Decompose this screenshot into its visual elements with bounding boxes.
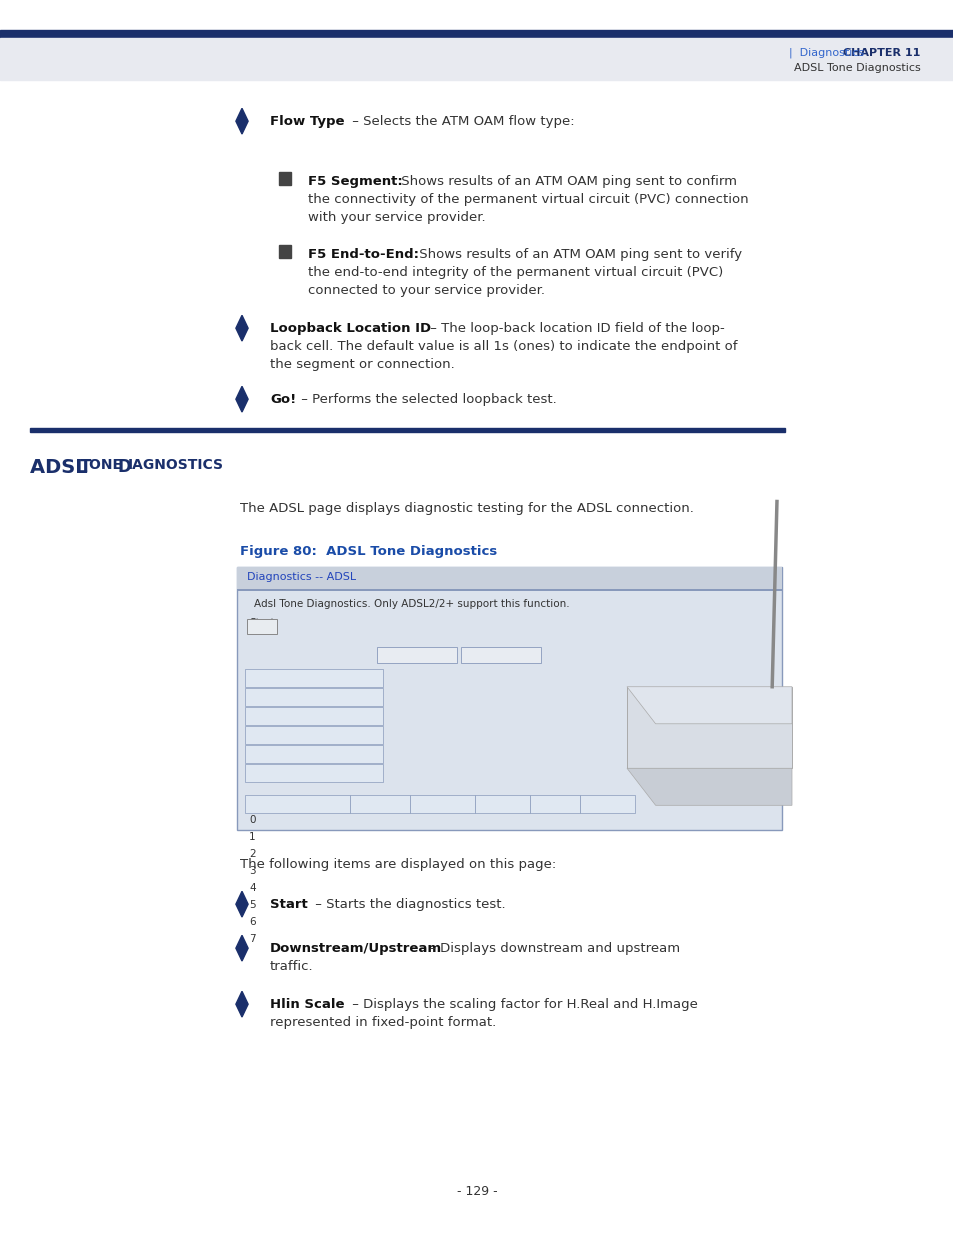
Text: SNR: SNR xyxy=(492,797,512,806)
Text: back cell. The default value is all 1s (ones) to indicate the endpoint of: back cell. The default value is all 1s (… xyxy=(270,340,737,353)
Text: Adsl Tone Diagnostics. Only ADSL2/2+ support this function.: Adsl Tone Diagnostics. Only ADSL2/2+ sup… xyxy=(253,599,569,609)
Text: Upstream: Upstream xyxy=(476,647,526,657)
Text: Downstream/Upstream: Downstream/Upstream xyxy=(270,942,441,955)
Text: – Starts the diagnostics test.: – Starts the diagnostics test. xyxy=(311,898,505,911)
Bar xyxy=(245,764,382,782)
Bar xyxy=(30,429,784,432)
Text: represented in fixed-point format.: represented in fixed-point format. xyxy=(270,1016,496,1029)
Text: Start: Start xyxy=(249,618,274,627)
Bar xyxy=(350,795,410,813)
Text: IAGNOSTICS: IAGNOSTICS xyxy=(128,458,224,472)
Text: 7: 7 xyxy=(249,934,255,944)
Text: Downstream: Downstream xyxy=(383,647,450,657)
Text: Output Power(dBm): Output Power(dBm) xyxy=(251,766,347,776)
Bar xyxy=(410,795,475,813)
Text: Diagnostics -- ADSL: Diagnostics -- ADSL xyxy=(246,572,355,582)
Text: Hlin Scale: Hlin Scale xyxy=(270,998,344,1011)
Text: – Performs the selected loopback test.: – Performs the selected loopback test. xyxy=(296,393,556,406)
Text: Hlog: Hlog xyxy=(596,797,618,806)
Bar xyxy=(0,30,953,38)
Bar xyxy=(376,647,456,663)
Text: 5: 5 xyxy=(249,900,255,910)
Text: Figure 80:  ADSL Tone Diagnostics: Figure 80: ADSL Tone Diagnostics xyxy=(240,545,497,558)
Text: the segment or connection.: the segment or connection. xyxy=(270,358,455,370)
Text: traffic.: traffic. xyxy=(270,960,314,973)
Text: The following items are displayed on this page:: The following items are displayed on thi… xyxy=(240,858,556,871)
Bar xyxy=(236,589,781,592)
Text: F5 End-to-End:: F5 End-to-End: xyxy=(308,248,418,261)
Text: Attainable Rate(Kbps): Attainable Rate(Kbps) xyxy=(251,746,357,757)
Polygon shape xyxy=(235,387,248,412)
Bar xyxy=(460,647,540,663)
Text: QLN: QLN xyxy=(544,797,565,806)
Polygon shape xyxy=(235,892,248,918)
Bar xyxy=(245,745,382,763)
Text: CHAPTER 11: CHAPTER 11 xyxy=(842,48,920,58)
Text: F5 Segment:: F5 Segment: xyxy=(308,175,402,188)
Text: the end-to-end integrity of the permanent virtual circuit (PVC): the end-to-end integrity of the permanen… xyxy=(308,266,722,279)
Bar xyxy=(530,795,579,813)
Text: connected to your service provider.: connected to your service provider. xyxy=(308,284,544,296)
Bar xyxy=(247,619,276,634)
Text: ONE: ONE xyxy=(89,458,127,472)
Text: with your service provider.: with your service provider. xyxy=(308,211,485,224)
Text: D: D xyxy=(118,458,132,475)
Polygon shape xyxy=(626,768,791,805)
Text: - 129 -: - 129 - xyxy=(456,1186,497,1198)
Text: Tone Number: Tone Number xyxy=(265,797,330,806)
Text: H.Image: H.Image xyxy=(421,797,462,806)
Text: 3: 3 xyxy=(249,866,255,876)
Text: 4: 4 xyxy=(249,883,255,893)
Text: 0: 0 xyxy=(249,815,255,825)
Bar xyxy=(579,795,635,813)
Text: Loop Attenuation(dB): Loop Attenuation(dB) xyxy=(251,689,355,699)
Text: Signal Attenuation(dB): Signal Attenuation(dB) xyxy=(251,709,361,719)
Bar xyxy=(0,38,953,80)
Text: Flow Type: Flow Type xyxy=(270,115,344,128)
Bar xyxy=(0,0,953,30)
Bar xyxy=(475,795,530,813)
Text: Go!: Go! xyxy=(270,393,296,406)
Polygon shape xyxy=(626,687,791,724)
Bar xyxy=(245,669,382,687)
Text: SNR Margin(dB): SNR Margin(dB) xyxy=(251,727,328,737)
Text: ADSL: ADSL xyxy=(30,458,94,477)
Polygon shape xyxy=(279,172,291,185)
Text: – Displays downstream and upstream: – Displays downstream and upstream xyxy=(424,942,679,955)
Polygon shape xyxy=(235,315,248,341)
Text: The ADSL page displays diagnostic testing for the ADSL connection.: The ADSL page displays diagnostic testin… xyxy=(240,501,693,515)
Polygon shape xyxy=(235,109,248,135)
Polygon shape xyxy=(279,245,291,258)
Text: Shows results of an ATM OAM ping sent to confirm: Shows results of an ATM OAM ping sent to… xyxy=(396,175,736,188)
Text: – Displays the scaling factor for H.Real and H.Image: – Displays the scaling factor for H.Real… xyxy=(348,998,698,1011)
Text: – The loop-back location ID field of the loop-: – The loop-back location ID field of the… xyxy=(425,322,723,335)
Bar xyxy=(245,795,350,813)
Text: 6: 6 xyxy=(249,918,255,927)
Bar xyxy=(245,688,382,706)
Text: – Selects the ATM OAM flow type:: – Selects the ATM OAM flow type: xyxy=(348,115,575,128)
Text: Shows results of an ATM OAM ping sent to verify: Shows results of an ATM OAM ping sent to… xyxy=(415,248,741,261)
Text: ADSL Tone Diagnostics: ADSL Tone Diagnostics xyxy=(793,63,920,73)
Text: the connectivity of the permanent virtual circuit (PVC) connection: the connectivity of the permanent virtua… xyxy=(308,193,748,206)
Text: Loopback Location ID: Loopback Location ID xyxy=(270,322,431,335)
Bar xyxy=(236,567,781,830)
Text: Hlin Scale: Hlin Scale xyxy=(251,671,299,680)
Text: 2: 2 xyxy=(249,848,255,860)
Polygon shape xyxy=(235,992,248,1016)
Bar xyxy=(236,567,781,589)
Bar xyxy=(245,726,382,743)
Text: |  Diagnostics: | Diagnostics xyxy=(781,48,863,58)
Text: T: T xyxy=(80,458,91,475)
Text: H.Real: H.Real xyxy=(364,797,395,806)
Polygon shape xyxy=(235,935,248,961)
Text: Start: Start xyxy=(270,898,308,911)
Bar xyxy=(626,687,791,768)
Bar xyxy=(245,706,382,725)
Text: 1: 1 xyxy=(249,832,255,842)
